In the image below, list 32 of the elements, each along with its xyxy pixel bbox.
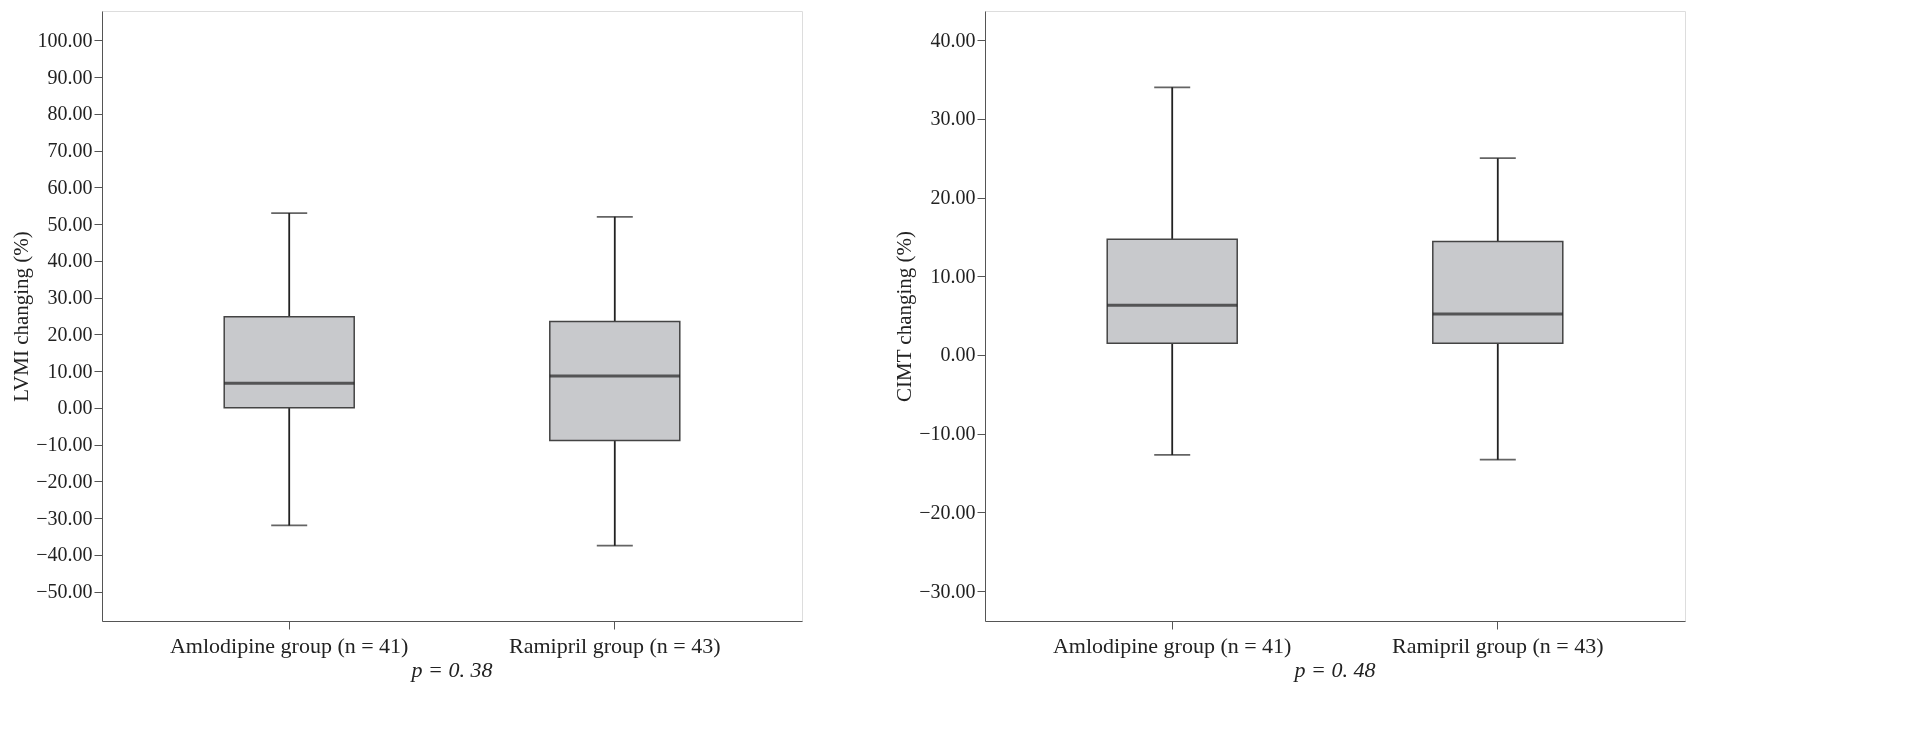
y-tick-label: −40.00 bbox=[36, 543, 93, 566]
y-tick-label: 20.00 bbox=[47, 322, 93, 345]
y-tick-label: 100.00 bbox=[37, 28, 93, 51]
y-tick-label: 30.00 bbox=[47, 286, 93, 309]
x-tick-label: Amlodipine group (n = 41) bbox=[169, 632, 409, 658]
y-tick-label: 10.00 bbox=[930, 264, 976, 287]
y-tick-label: −10.00 bbox=[919, 422, 976, 445]
text: p = 0. 48 bbox=[1292, 657, 1376, 682]
y-tick-label: −50.00 bbox=[36, 580, 93, 603]
y-tick-label: −30.00 bbox=[36, 506, 93, 529]
y-axis-title: CIMT changing (%) bbox=[892, 230, 917, 403]
y-tick-label: 60.00 bbox=[47, 175, 93, 198]
y-tick-label: 30.00 bbox=[930, 107, 976, 130]
text: p = 0. 38 bbox=[409, 657, 493, 682]
y-tick-label: 40.00 bbox=[47, 249, 93, 272]
x-tick-label: Amlodipine group (n = 41) bbox=[1052, 632, 1292, 658]
y-tick-label: 70.00 bbox=[47, 139, 93, 162]
y-tick-label: 80.00 bbox=[47, 102, 93, 125]
y-tick-label: −30.00 bbox=[919, 579, 976, 602]
x-tick-label: Ramipril group (n = 43) bbox=[1391, 632, 1604, 658]
y-tick-label: −10.00 bbox=[36, 433, 93, 456]
y-tick-label: 50.00 bbox=[47, 212, 93, 235]
y-tick-label: −20.00 bbox=[36, 469, 93, 492]
y-tick-label: 20.00 bbox=[930, 186, 976, 209]
y-tick-label: 0.00 bbox=[57, 396, 93, 419]
y-tick-label: −20.00 bbox=[919, 500, 976, 523]
y-tick-label: 40.00 bbox=[930, 28, 976, 51]
y-axis-title: LVMI changing (%) bbox=[9, 231, 34, 402]
y-tick-label: 0.00 bbox=[940, 343, 976, 366]
y-tick-label: 90.00 bbox=[47, 65, 93, 88]
y-tick-label: 10.00 bbox=[47, 359, 93, 382]
x-tick-label: Ramipril group (n = 43) bbox=[508, 632, 721, 658]
